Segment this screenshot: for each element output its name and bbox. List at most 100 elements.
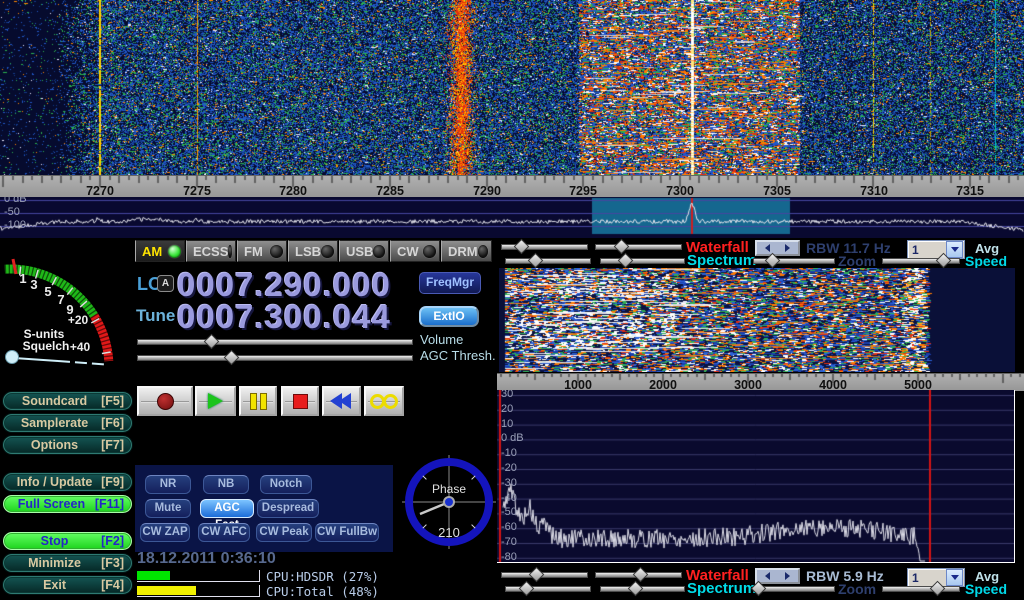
info-update-button[interactable]: Info / Update [F9]	[3, 473, 132, 491]
db-scale-label: 20	[501, 402, 514, 415]
db-scale-label: 10	[501, 417, 514, 430]
db-scale-label: -30	[501, 476, 517, 489]
slider-knob[interactable]	[613, 238, 630, 255]
main-waterfall-display[interactable]	[0, 0, 1024, 175]
speed-slider-upper[interactable]	[882, 252, 960, 269]
slider-knob[interactable]	[528, 566, 545, 583]
waterfall-contrast-slider-upper[interactable]	[595, 238, 682, 255]
frequency-ticks	[0, 176, 1024, 198]
spectrum-range-slider-upper[interactable]	[600, 252, 685, 269]
spectrum-ref-slider-upper[interactable]	[505, 252, 591, 269]
scale-label: 3000	[734, 378, 762, 392]
main-frequency-scale[interactable]: 7270 7275 7280 7285 7290 7295 7300 7305 7310 7315	[0, 175, 1024, 198]
meter-needle	[13, 357, 59, 362]
waterfall-shift-buttons-lower[interactable]	[755, 568, 800, 584]
mode-button-usb[interactable]: USB	[339, 240, 389, 262]
slider-knob[interactable]	[935, 252, 952, 269]
slider-knob[interactable]	[627, 580, 644, 597]
mode-button-cw[interactable]: CW	[390, 240, 440, 262]
full-screen-button[interactable]: Full Screen [F11]	[3, 495, 132, 513]
db-scale-label: -50	[501, 506, 517, 519]
audio-frequency-scale[interactable]: 1000 2000 3000 4000 5000	[497, 373, 1024, 392]
meter-tick-label: 7	[57, 292, 64, 307]
lo-frequency-display[interactable]: 0007.290.000	[177, 266, 391, 303]
waterfall-brightness-slider-upper[interactable]	[501, 238, 588, 255]
agc-threshold-slider[interactable]	[137, 349, 413, 366]
arrow-left-icon[interactable]	[764, 244, 770, 252]
mute-button[interactable]: Mute	[145, 499, 191, 518]
slider-knob[interactable]	[527, 252, 544, 269]
zoom-slider-upper[interactable]	[753, 252, 835, 269]
agc-fast-button[interactable]: AGC Fast	[200, 499, 254, 531]
arrow-left-icon[interactable]	[764, 572, 770, 580]
spectrum-label-upper: Spectrum	[687, 252, 757, 269]
speed-slider-lower[interactable]	[882, 580, 960, 597]
scale-label: 7290	[473, 184, 501, 198]
play-icon	[208, 393, 223, 409]
minimize-button[interactable]: Minimize [F3]	[3, 554, 132, 572]
pause-button[interactable]	[239, 386, 277, 416]
arrow-right-icon[interactable]	[785, 244, 791, 252]
options-button[interactable]: Options [F7]	[3, 436, 132, 454]
slider-knob[interactable]	[764, 252, 781, 269]
cw-afc-button[interactable]: CW AFC	[198, 523, 250, 542]
extio-button[interactable]: ExtIO	[419, 306, 479, 327]
mode-button-fm[interactable]: FM	[237, 240, 287, 262]
slider-knob[interactable]	[518, 580, 535, 597]
nb-button[interactable]: NB	[203, 475, 249, 494]
slider-knob[interactable]	[750, 580, 767, 597]
slider-knob[interactable]	[617, 252, 634, 269]
exit-button[interactable]: Exit [F4]	[3, 576, 132, 594]
avg-label-lower: Avg	[975, 569, 1000, 584]
chevron-down-icon[interactable]	[946, 569, 963, 586]
mode-button-lsb[interactable]: LSB	[288, 240, 338, 262]
db-scale-label: -100	[4, 219, 27, 231]
tune-frequency-display[interactable]: 0007.300.044	[177, 298, 391, 335]
spectrum-ref-slider-lower[interactable]	[505, 580, 591, 597]
stop-playback-button[interactable]	[281, 386, 319, 416]
speed-label-upper: Speed	[965, 253, 1008, 269]
samplerate-button[interactable]: Samplerate [F6]	[3, 414, 132, 432]
audio-waterfall-display[interactable]	[499, 268, 1015, 372]
slider-knob[interactable]	[513, 238, 530, 255]
nr-button[interactable]: NR	[145, 475, 191, 494]
slider-knob[interactable]	[929, 580, 946, 597]
db-scale-label: 30	[501, 390, 514, 400]
agc-threshold-label: AGC Thresh.	[420, 348, 496, 363]
cw-fullbw-button[interactable]: CW FullBw	[315, 523, 379, 542]
cw-zap-button[interactable]: CW ZAP	[140, 523, 190, 542]
avg-dropdown-lower[interactable]: 1	[907, 568, 965, 587]
chevron-down-icon[interactable]	[946, 241, 963, 258]
loop-button[interactable]	[364, 386, 404, 416]
waterfall-brightness-slider-lower[interactable]	[501, 566, 588, 583]
play-button[interactable]	[195, 386, 236, 416]
stop-button[interactable]: Stop [F2]	[3, 532, 132, 550]
spectrum-range-slider-lower[interactable]	[600, 580, 685, 597]
record-button[interactable]	[137, 386, 193, 416]
arrow-right-icon[interactable]	[785, 572, 791, 580]
waterfall-shift-buttons-upper[interactable]	[755, 240, 800, 256]
s-meter: 1 3 5 7 9 +20 +40 S-units Squelch	[4, 258, 115, 366]
notch-button[interactable]: Notch	[260, 475, 312, 494]
db-scale-label: -60	[501, 521, 517, 534]
slider-knob[interactable]	[223, 349, 240, 366]
mode-button-drm[interactable]: DRM	[441, 240, 492, 262]
mode-button-ecss[interactable]: ECSS	[186, 240, 236, 262]
despread-button[interactable]: Despread	[257, 499, 319, 518]
audio-spectrum-display[interactable]: 30 20 10 0 dB -10 -20 -30 -40 -50 -60 -70 -80	[497, 390, 1015, 563]
phase-label: Phase	[432, 482, 466, 496]
lo-label: LO	[137, 274, 162, 294]
freqmgr-button[interactable]: FreqMgr	[419, 272, 481, 294]
rewind-button[interactable]	[322, 386, 361, 416]
zoom-slider-lower[interactable]	[750, 580, 835, 597]
waterfall-contrast-slider-lower[interactable]	[595, 566, 682, 583]
lo-lock-button[interactable]: A	[157, 275, 174, 292]
soundcard-button[interactable]: Soundcard [F5]	[3, 392, 132, 410]
volume-slider[interactable]	[137, 333, 413, 350]
mode-button-am[interactable]: AM	[135, 240, 185, 262]
rbw-value-upper: RBW 11.7 Hz	[806, 240, 891, 256]
scale-label: 7315	[956, 184, 984, 198]
cw-peak-button[interactable]: CW Peak	[256, 523, 312, 542]
slider-knob[interactable]	[203, 333, 220, 350]
main-spectrum-strip[interactable]: 0 dB -50 -100	[0, 197, 1024, 238]
